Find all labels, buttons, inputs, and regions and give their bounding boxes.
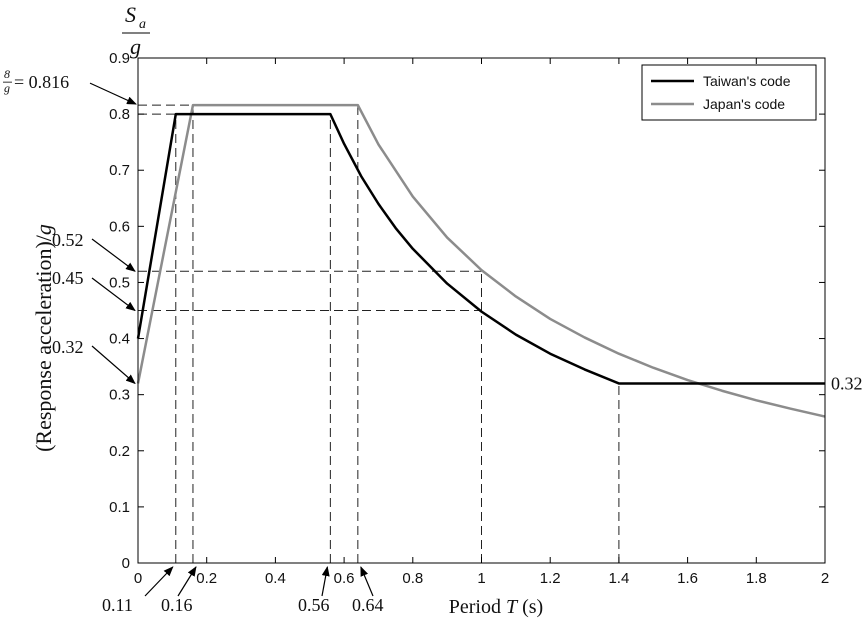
y-annotation-label: 0.45	[52, 268, 84, 288]
x-axis-label: Period T (s)	[449, 596, 543, 618]
y-tick-label: 0.4	[109, 331, 130, 348]
axis-ticks: 0 0.2 0.4 0.6 0.8 1 1.2 1.4 1.6 1.8 2 0 0.1 0.2 0.3 0.4…	[109, 50, 829, 587]
x-annotation-label: 0.56	[298, 595, 330, 615]
series-lines	[136, 103, 826, 418]
x-annotation-label: 0.16	[161, 595, 193, 615]
x-annotation-label: 0.11	[102, 595, 133, 615]
eq-arrow	[89, 82, 137, 105]
x-tick-label: 0	[134, 570, 142, 587]
x-annotation-arrow	[177, 566, 197, 597]
x-tick-label: 1	[477, 570, 485, 587]
y-tick-label: 0.2	[109, 443, 130, 460]
y-annotation-label: 0.32	[52, 337, 84, 357]
y-tick-label: 0.6	[109, 218, 130, 235]
guide-lines	[138, 104, 620, 563]
x-tick-label: 1.6	[677, 570, 698, 587]
eq-frac-num: 8	[4, 67, 10, 81]
top-axis-label-sub: a	[139, 17, 146, 32]
y-tick-label: 0.1	[109, 499, 130, 516]
x-tick-label: 0.6	[334, 570, 355, 587]
series-line-0	[136, 112, 825, 385]
x-annotation-label: 0.64	[352, 595, 384, 615]
x-tick-label: 0.4	[265, 570, 286, 587]
legend-box	[641, 64, 817, 121]
eq-frac-den: g	[4, 81, 10, 95]
y-tick-label: 0.7	[109, 162, 130, 179]
y-tick-label: 0	[122, 555, 130, 572]
y-tick-label: 0.3	[109, 387, 130, 404]
series-line-1	[136, 103, 826, 418]
eq-value: = 0.816	[14, 72, 69, 92]
y-annotation-arrow	[91, 277, 136, 312]
y-annotation-label: 0.52	[52, 230, 84, 250]
x-tick-label: 0.2	[196, 570, 217, 587]
x-tick-label: 0.8	[402, 570, 423, 587]
y-tick-label: 0.8	[109, 106, 130, 123]
right-annotation-label: 0.32	[831, 373, 863, 393]
x-tick-label: 1.4	[608, 570, 629, 587]
x-tick-label: 1.8	[746, 570, 767, 587]
top-axis-label-num: S	[125, 2, 136, 27]
legend-label-japan: Japan's code	[703, 96, 785, 112]
y-axis-label: (Response acceleration)/g	[31, 224, 56, 452]
x-tick-label: 2	[821, 570, 829, 587]
x-annotation-arrow	[360, 566, 374, 597]
legend-label-taiwan: Taiwan's code	[703, 73, 791, 89]
x-annotation-arrow	[321, 566, 330, 597]
top-axis-label-den: g	[130, 34, 141, 59]
y-annotation-arrow	[91, 345, 136, 385]
legend: Taiwan's code Japan's code	[641, 64, 817, 121]
x-tick-label: 1.2	[540, 570, 561, 587]
y-annotation-arrow	[91, 238, 136, 272]
y-tick-label: 0.9	[109, 50, 130, 67]
top-axis-label: S a g	[122, 2, 150, 59]
x-annotation-arrow	[144, 566, 174, 597]
y-tick-label: 0.5	[109, 274, 130, 291]
